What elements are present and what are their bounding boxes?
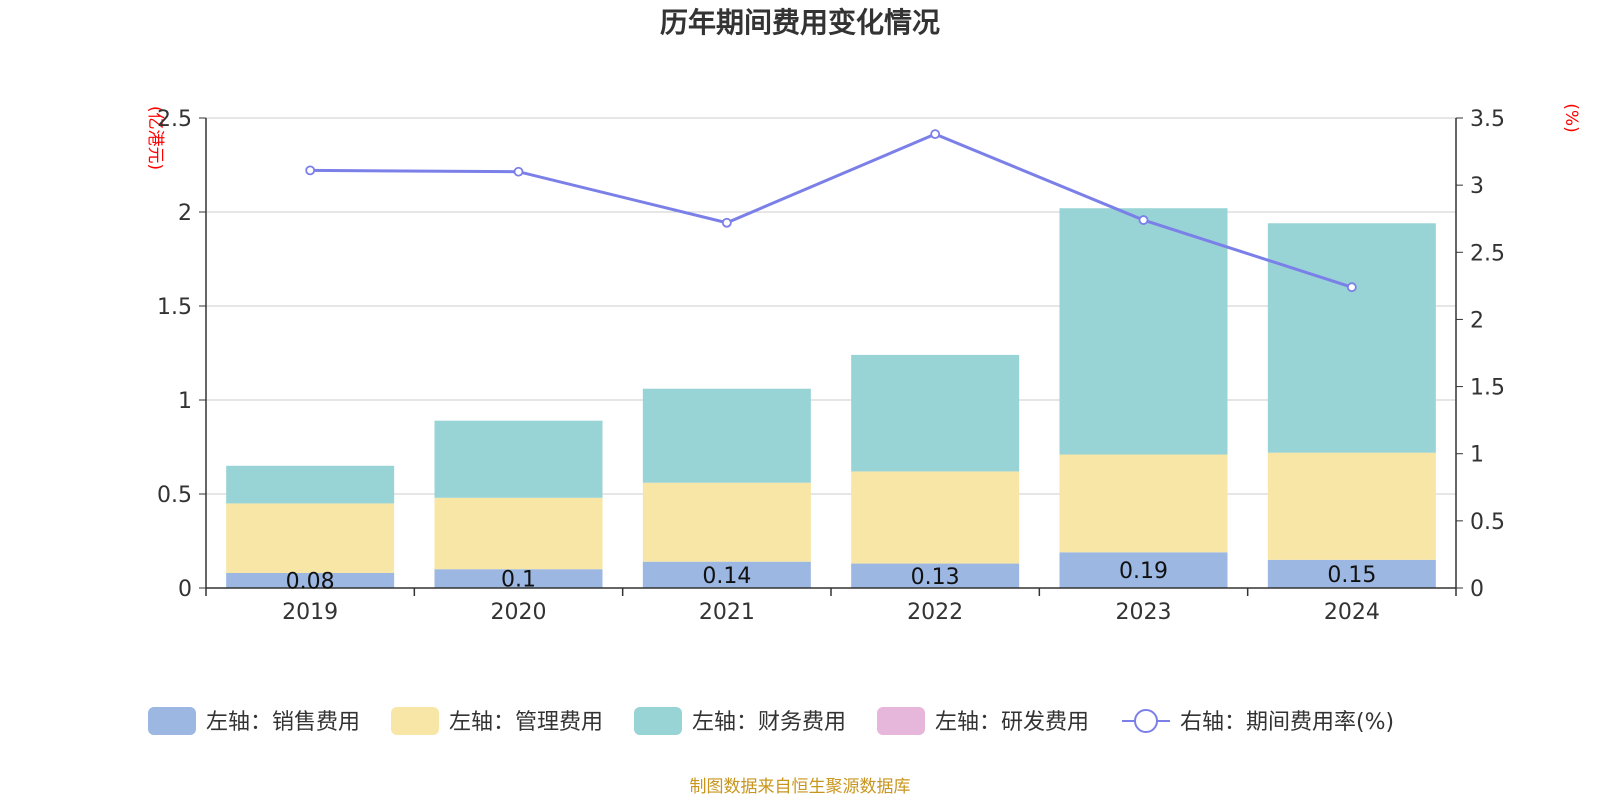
legend-swatch-2[interactable] bbox=[391, 707, 439, 735]
rate-point[interactable] bbox=[930, 129, 941, 140]
x-axis-tick-label: 2020 bbox=[491, 600, 547, 625]
x-axis-tick-label: 2022 bbox=[907, 600, 963, 625]
bar-segment-3[interactable] bbox=[1059, 208, 1228, 455]
x-axis-tick-label: 2019 bbox=[282, 600, 338, 625]
data-label: 0.15 bbox=[1327, 563, 1376, 588]
right-axis-tick-label: 2 bbox=[1470, 308, 1484, 333]
left-axis-tick-label: 2.5 bbox=[157, 107, 192, 132]
left-axis-tick-label: 2 bbox=[178, 201, 192, 226]
bar-segment-3[interactable] bbox=[1267, 223, 1436, 453]
left-axis-tick-label: 0.5 bbox=[157, 483, 192, 508]
bar-segment-3[interactable] bbox=[851, 354, 1020, 472]
axes: 0 0.5 1 1.5 2 2.5 0 0.5 1 1.5 2 2.5 3 3.5 2019 2020 2021… bbox=[157, 107, 1505, 625]
data-label: 0.14 bbox=[702, 564, 751, 589]
bar-segment-1[interactable] bbox=[1267, 559, 1436, 588]
bar-segment-2[interactable] bbox=[226, 503, 395, 573]
legend-swatch-4[interactable] bbox=[877, 707, 925, 735]
right-axis-tick-label: 0 bbox=[1470, 577, 1484, 602]
legend-swatch-1[interactable] bbox=[148, 707, 196, 735]
bar-segment-1[interactable] bbox=[1059, 552, 1228, 588]
rate-point[interactable] bbox=[305, 165, 316, 176]
x-axis-tick-label: 2024 bbox=[1324, 600, 1380, 625]
legend-label-3[interactable]: 左轴：财务费用 bbox=[692, 710, 846, 735]
grid-lines bbox=[206, 117, 1456, 495]
right-axis-tick-label: 1 bbox=[1470, 443, 1484, 468]
chart-title: 历年期间费用变化情况 bbox=[660, 6, 940, 39]
bar-segment-3[interactable] bbox=[226, 465, 395, 504]
bar-segment-2[interactable] bbox=[434, 497, 603, 570]
legend-marker[interactable] bbox=[1134, 709, 1158, 733]
data-label: 0.08 bbox=[286, 569, 335, 594]
right-axis-tick-label: 3 bbox=[1470, 174, 1484, 199]
left-axis-tick-label: 1.5 bbox=[157, 295, 192, 320]
right-axis-tick-label: 2.5 bbox=[1470, 241, 1505, 266]
rate-point[interactable] bbox=[1346, 282, 1357, 293]
bar-segment-2[interactable] bbox=[1267, 452, 1436, 560]
left-axis-tick-label: 0 bbox=[178, 577, 192, 602]
bar-segment-3[interactable] bbox=[434, 420, 603, 498]
data-label: 0.13 bbox=[911, 565, 960, 590]
right-axis-tick-label: 3.5 bbox=[1470, 107, 1505, 132]
bar-segment-1[interactable] bbox=[851, 563, 1020, 588]
bar-segment-2[interactable] bbox=[642, 482, 811, 562]
x-axis-tick-label: 2021 bbox=[699, 600, 755, 625]
legend[interactable]: 左轴：销售费用 左轴：管理费用 左轴：财务费用 左轴：研发费用 右轴：期间费用率(%) bbox=[148, 707, 1394, 735]
right-axis-tick-label: 0.5 bbox=[1470, 510, 1505, 535]
legend-label-5[interactable]: 右轴：期间费用率(%) bbox=[1180, 710, 1394, 735]
right-axis-tick-label: 1.5 bbox=[1470, 376, 1505, 401]
bar-segment-1[interactable] bbox=[226, 572, 395, 588]
right-axis-unit: (%) bbox=[1561, 103, 1581, 132]
legend-label-1[interactable]: 左轴：销售费用 bbox=[206, 710, 360, 735]
bar-group bbox=[226, 208, 1436, 588]
legend-label-2[interactable]: 左轴：管理费用 bbox=[449, 710, 603, 735]
bar-segment-2[interactable] bbox=[1059, 454, 1228, 553]
legend-label-4[interactable]: 左轴：研发费用 bbox=[935, 710, 1089, 735]
rate-point[interactable] bbox=[513, 166, 524, 177]
data-label: 0.1 bbox=[501, 568, 536, 593]
x-axis-tick-label: 2023 bbox=[1116, 600, 1172, 625]
left-axis-unit: (亿港元) bbox=[145, 106, 165, 170]
rate-line bbox=[310, 132, 1353, 289]
bar-segment-1[interactable] bbox=[642, 561, 811, 588]
bar-segment-1[interactable] bbox=[434, 569, 603, 588]
data-labels: 0.08 0.1 0.14 0.13 0.19 0.15 bbox=[286, 559, 1377, 594]
left-axis-tick-label: 1 bbox=[178, 389, 192, 414]
bar-segment-3[interactable] bbox=[642, 388, 811, 483]
rate-line-group bbox=[305, 129, 1357, 293]
data-label: 0.19 bbox=[1119, 559, 1168, 584]
rate-point[interactable] bbox=[721, 217, 732, 228]
legend-swatch-3[interactable] bbox=[634, 707, 682, 735]
rate-point[interactable] bbox=[1138, 215, 1149, 225]
bar-segment-2[interactable] bbox=[851, 471, 1020, 564]
data-source-note: 制图数据来自恒生聚源数据库 bbox=[690, 777, 911, 797]
